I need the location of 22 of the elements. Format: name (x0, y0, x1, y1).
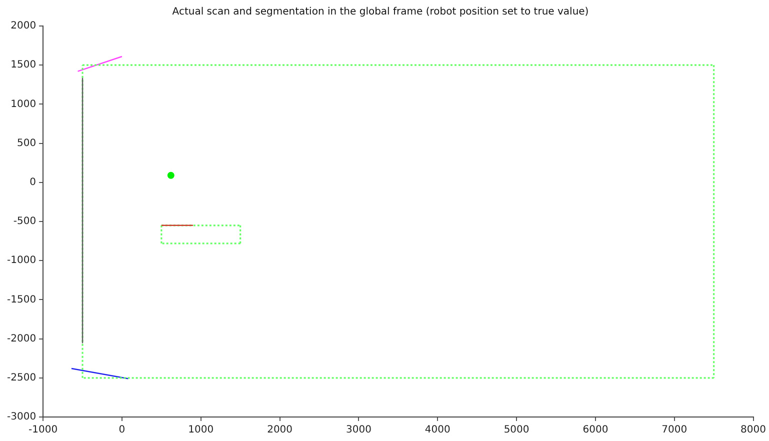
x-tick-label: 1000 (188, 424, 214, 436)
x-tick-label: 7000 (662, 424, 688, 436)
x-tick-label: 8000 (740, 424, 766, 436)
chart-title: Actual scan and segmentation in the global frame (robot position set to true value) (172, 6, 589, 18)
x-tick-label: 5000 (504, 424, 530, 436)
y-tick-label: 1500 (10, 60, 36, 71)
x-tick-label: -1000 (28, 424, 58, 436)
y-tick-label: -500 (13, 216, 36, 228)
y-tick-label: -2500 (6, 372, 36, 384)
y-tick-label: -2000 (6, 333, 36, 344)
y-tick-label: -3000 (6, 412, 36, 423)
x-tick-label: 3000 (346, 424, 372, 436)
y-tick-label: 1000 (10, 98, 36, 110)
y-tick-label: 0 (30, 176, 36, 188)
x-tick-label: 0 (118, 424, 126, 436)
x-tick-label: 2000 (267, 424, 293, 436)
y-tick-label: -1500 (6, 294, 36, 306)
x-tick-label: 6000 (582, 424, 608, 436)
y-tick-label: 500 (16, 138, 36, 149)
y-tick-label: -1000 (6, 255, 36, 266)
y-tick-label: 2000 (10, 20, 36, 32)
x-tick-label: 4000 (424, 424, 450, 436)
